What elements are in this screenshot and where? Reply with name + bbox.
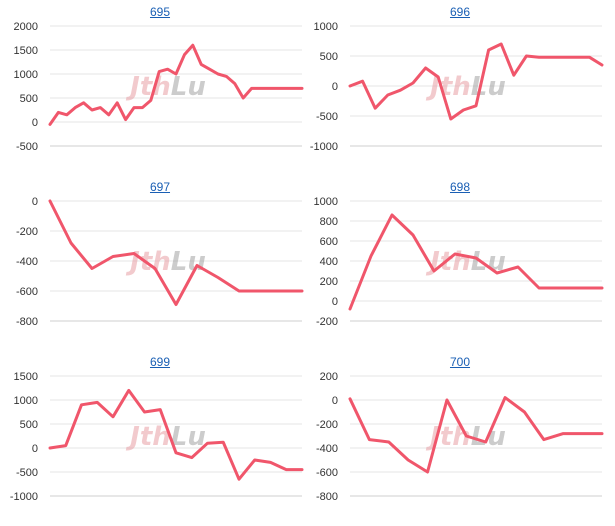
y-tick-label: -1000	[10, 491, 38, 503]
chart-title-link[interactable]: 695	[149, 5, 171, 19]
chart-svg: 1000 500 0 -500 -1000 JthLu	[310, 21, 604, 153]
y-tick-label: 200	[320, 276, 338, 288]
watermark-part1: Jth	[125, 422, 171, 452]
y-tick-label: 500	[320, 51, 338, 63]
watermark-part2: Lu	[171, 247, 206, 277]
watermark: JthLu	[125, 422, 206, 452]
y-tick-label: -800	[16, 316, 38, 328]
watermark-part2: Lu	[171, 72, 206, 102]
y-tick-label: 1500	[14, 371, 38, 383]
y-tick-label: -500	[16, 141, 38, 153]
chart-svg: 2000 1500 1000 500 0 -500 JthLu	[14, 21, 304, 153]
chart-panel-696: 696 1000 500 0 -500 -1000 JthLu	[310, 0, 610, 170]
y-tick-label: -200	[316, 316, 338, 328]
y-tick-label: -500	[16, 467, 38, 479]
watermark-part1: Jth	[425, 422, 471, 452]
y-tick-label: 0	[332, 81, 338, 93]
watermark: JthLu	[425, 422, 506, 452]
chart-title-link[interactable]: 696	[449, 5, 471, 19]
watermark: JthLu	[125, 72, 206, 102]
y-tick-label: -600	[316, 467, 338, 479]
y-tick-label: 500	[20, 93, 38, 105]
series-line	[48, 199, 304, 306]
y-tick-label: -1000	[310, 141, 338, 153]
y-tick-label: 0	[32, 443, 38, 455]
y-tick-label: 500	[20, 419, 38, 431]
y-tick-label: -200	[16, 226, 38, 238]
series-line	[348, 396, 604, 474]
series-line	[348, 213, 604, 311]
series-line	[48, 43, 304, 126]
watermark-part1: Jth	[425, 72, 471, 102]
chart-title-link[interactable]: 698	[449, 180, 471, 194]
chart-panel-697: 697 0 -200 -400 -600 -800 JthLu	[10, 175, 310, 345]
y-tick-label: 1000	[14, 69, 38, 81]
y-tick-label: 1500	[14, 45, 38, 57]
y-tick-label: 1000	[314, 196, 338, 208]
y-tick-label: -600	[16, 286, 38, 298]
chart-title-link[interactable]: 697	[149, 180, 171, 194]
y-tick-label: 1000	[14, 395, 38, 407]
watermark-part2: Lu	[471, 72, 506, 102]
y-tick-label: 200	[320, 371, 338, 383]
y-tick-label: 0	[332, 296, 338, 308]
y-tick-label: -400	[316, 443, 338, 455]
y-tick-label: -500	[316, 111, 338, 123]
y-tick-label: 800	[320, 216, 338, 228]
chart-panel-700: 700 200 0 -200 -400 -600 -800 JthLu	[310, 350, 610, 520]
y-tick-label: 2000	[14, 21, 38, 33]
y-tick-label: 600	[320, 236, 338, 248]
y-tick-label: 400	[320, 256, 338, 268]
watermark-part1: Jth	[125, 72, 171, 102]
y-tick-label: -400	[16, 256, 38, 268]
y-tick-label: -800	[316, 491, 338, 503]
chart-svg: 1500 1000 500 0 -500 -1000 JthLu	[10, 371, 304, 503]
chart-panel-695: 695 2000 1500 1000 500 0 -500 JthLu	[10, 0, 310, 170]
watermark-part2: Lu	[171, 422, 206, 452]
chart-panel-698: 698 1000 800 600 400 200 0 -200 JthLu	[310, 175, 610, 345]
watermark-part1: Jth	[425, 247, 471, 277]
y-tick-label: -200	[316, 419, 338, 431]
chart-svg: 200 0 -200 -400 -600 -800 JthLu	[316, 371, 604, 503]
chart-title-link[interactable]: 699	[149, 355, 171, 369]
y-tick-label: 0	[32, 196, 38, 208]
chart-panel-699: 699 1500 1000 500 0 -500 -1000 JthLu	[10, 350, 310, 520]
chart-title-link[interactable]: 700	[449, 355, 471, 369]
y-tick-label: 0	[332, 395, 338, 407]
series-line	[48, 388, 304, 481]
series-line	[348, 42, 604, 121]
y-tick-label: 0	[32, 117, 38, 129]
y-tick-label: 1000	[314, 21, 338, 33]
